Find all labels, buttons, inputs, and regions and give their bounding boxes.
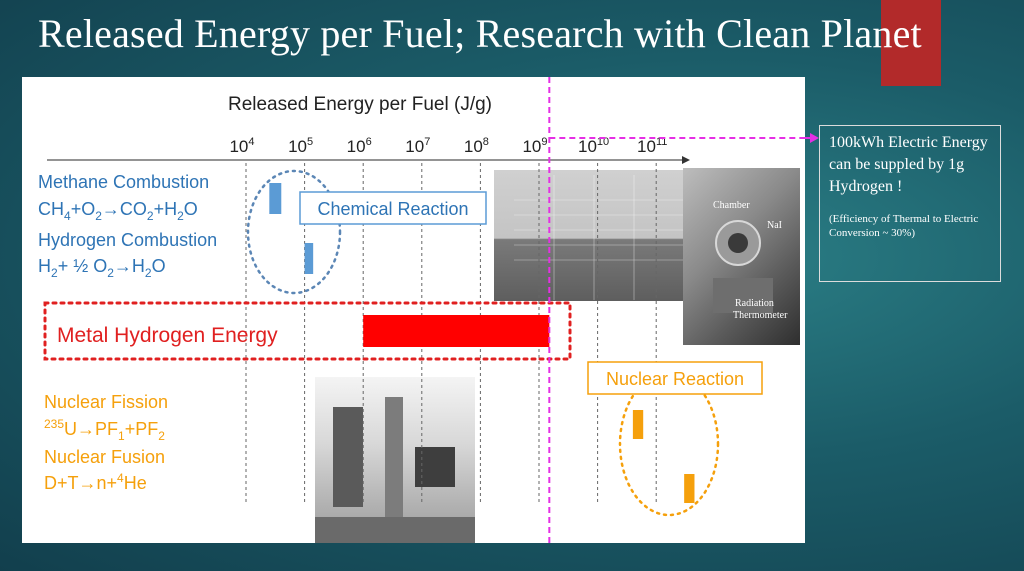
category-labels: Methane Combustion CH4+O2→CO2+H2O Hydrogen… [38, 172, 217, 493]
chart-panel: Chamber NaI Radiation Thermometer Releas… [22, 77, 805, 543]
bars [269, 183, 695, 503]
slide-title: Released Energy per Fuel; Research with … [38, 11, 922, 56]
callout-box: 100kWh Electric Energy can be suppled by… [819, 125, 1001, 282]
tick-label: 1011 [637, 136, 667, 156]
callout-main-text: 100kWh Electric Energy can be suppled by… [829, 134, 988, 195]
microscope-grid [514, 175, 684, 300]
bar-methane [269, 183, 282, 214]
bar-fission [632, 410, 644, 439]
chemical-reaction-box [299, 191, 487, 225]
label-fusion: Nuclear Fusion [44, 447, 165, 467]
metal-hydrogen-label: Metal Hydrogen Energy [57, 324, 278, 347]
label-hydrogen: Hydrogen Combustion [38, 230, 217, 250]
bar-hydrogen [304, 243, 314, 274]
nuclear-group-ellipse [618, 371, 720, 517]
photo-label-thermometer: Thermometer [733, 310, 788, 321]
chemical-group-ellipse [246, 169, 342, 295]
tick-label: 106 [347, 136, 372, 156]
chamber-sketch: Chamber NaI Radiation Thermometer [713, 200, 788, 321]
callout-note-text: (Efficiency of Thermal to Electric Conve… [829, 213, 979, 239]
apparatus-sketch [315, 397, 475, 543]
tick-label: 105 [288, 136, 313, 156]
apparatus-photo [315, 377, 475, 543]
nuclear-reaction-label: Nuclear Reaction [606, 369, 744, 389]
formula-fusion: D+T→n+4He [44, 471, 147, 493]
chemical-reaction-label: Chemical Reaction [317, 199, 468, 219]
title-accent-tab [881, 0, 941, 86]
formula-hydrogen: H2+ ½ O2→H2O [38, 256, 166, 280]
tick-label: 107 [405, 136, 430, 156]
microscope-image [494, 170, 692, 301]
photo-label-nai: NaI [767, 220, 782, 231]
label-fission: Nuclear Fission [44, 392, 168, 412]
tick-labels: 104 105 106 107 108 109 1010 1011 [229, 136, 667, 156]
bar-metal-hydrogen [363, 315, 550, 347]
label-methane: Methane Combustion [38, 172, 209, 192]
tick-label: 104 [229, 136, 254, 156]
marker-arrow-head [810, 133, 819, 143]
energy-chart: Released Energy per Fuel (J/g) 104 105 106… [38, 77, 805, 543]
formula-methane: CH4+O2→CO2+H2O [38, 199, 198, 223]
chamber-photo: Chamber NaI Radiation Thermometer [683, 168, 800, 345]
metal-hydrogen-box [43, 301, 572, 361]
formula-fission: 235U→PF1+PF2 [44, 417, 165, 443]
nuclear-reaction-box [587, 361, 763, 395]
bar-fusion [684, 474, 695, 503]
photo-label-radiation: Radiation [735, 298, 774, 309]
tick-label: 109 [522, 136, 547, 156]
photo-label-chamber: Chamber [713, 200, 750, 211]
chart-title: Released Energy per Fuel (J/g) [228, 94, 492, 115]
tick-label: 108 [464, 136, 489, 156]
x-axis-arrow [682, 156, 690, 164]
